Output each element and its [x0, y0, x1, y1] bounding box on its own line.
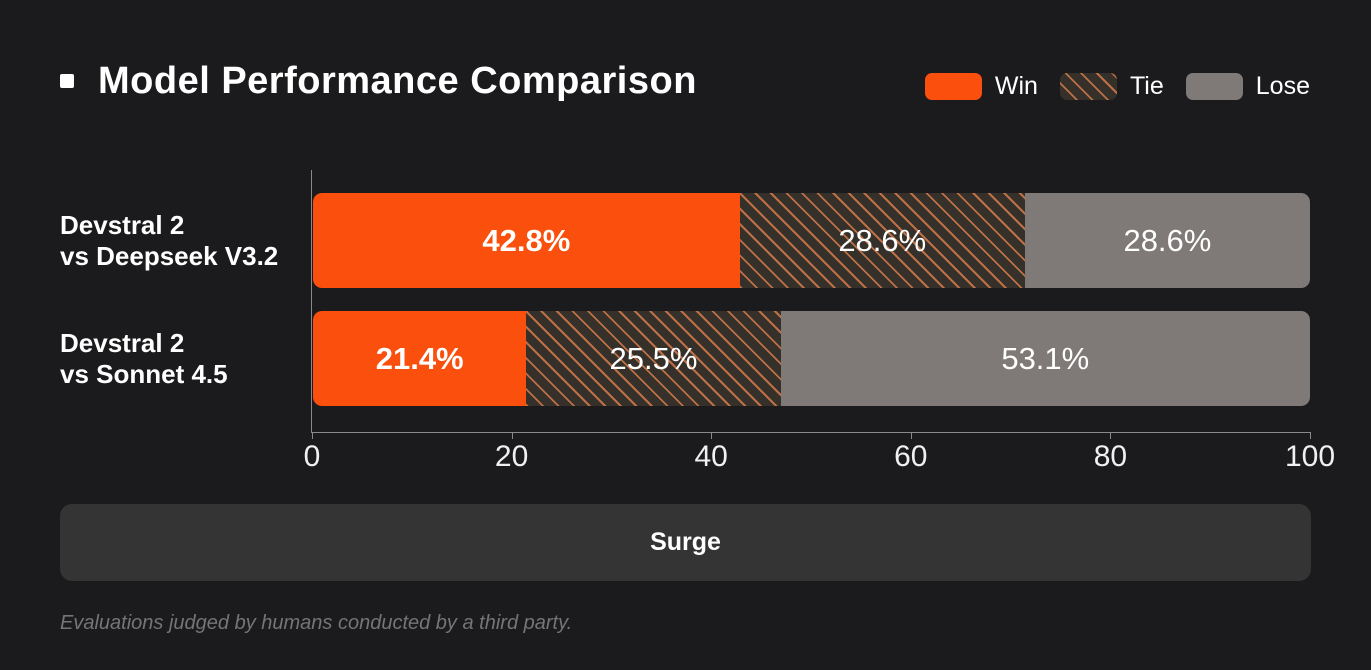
bar-row: 42.8% 28.6% 28.6% — [313, 193, 1310, 288]
x-axis-tick — [312, 433, 313, 439]
x-axis-tick — [910, 433, 912, 439]
bar-segment-tie: 25.5% — [526, 311, 781, 406]
x-axis-tick — [511, 433, 513, 439]
category-label: Devstral 2 vs Sonnet 4.5 — [60, 327, 228, 389]
legend-item-tie[interactable]: Tie — [1059, 72, 1164, 101]
x-tick-label: 100 — [1284, 440, 1336, 473]
footnote: Evaluations judged by humans conducted b… — [60, 612, 573, 634]
category-label: Devstral 2 vs Deepseek V3.2 — [60, 209, 279, 271]
win-swatch-icon — [924, 73, 982, 100]
source-button[interactable]: Surge — [60, 504, 1311, 581]
tie-swatch-icon — [1059, 73, 1117, 100]
x-tick-label: 60 — [894, 440, 928, 473]
x-axis-line — [311, 432, 1311, 433]
legend-label-win: Win — [994, 72, 1038, 100]
x-tick-label: 80 — [1093, 440, 1128, 473]
bar-segment-lose: 28.6% — [1024, 193, 1310, 288]
bar-segment-win: 21.4% — [313, 311, 527, 406]
segment-value-label: 53.1% — [1001, 340, 1090, 376]
segment-value-label: 42.8% — [482, 222, 571, 258]
segment-value-label: 21.4% — [375, 340, 464, 376]
segment-value-label: 25.5% — [609, 340, 698, 376]
bar-segment-lose: 53.1% — [780, 311, 1310, 406]
source-label: Surge — [650, 528, 721, 556]
x-axis-tick — [1110, 433, 1112, 439]
title-bullet-icon — [60, 74, 74, 88]
x-axis-tick — [711, 433, 713, 439]
legend-item-lose[interactable]: Lose — [1185, 72, 1310, 101]
x-tick-label: 40 — [694, 440, 728, 473]
bar-segment-tie: 28.6% — [739, 193, 1025, 288]
segment-value-label: 28.6% — [1123, 222, 1212, 258]
legend: Win Tie Lose — [924, 72, 1310, 101]
legend-label-tie: Tie — [1129, 72, 1164, 100]
x-tick-label: 0 — [303, 440, 321, 473]
x-tick-label: 20 — [494, 440, 529, 473]
lose-swatch-icon — [1185, 73, 1243, 100]
legend-label-lose: Lose — [1255, 72, 1310, 100]
legend-item-win[interactable]: Win — [924, 72, 1038, 101]
page-title: Model Performance Comparison — [98, 60, 697, 102]
bar-segment-win: 42.8% — [313, 193, 740, 288]
bar-row: 21.4% 25.5% 53.1% — [313, 311, 1310, 406]
x-axis-tick — [1310, 433, 1311, 439]
y-axis-line — [311, 170, 312, 433]
segment-value-label: 28.6% — [838, 222, 927, 258]
